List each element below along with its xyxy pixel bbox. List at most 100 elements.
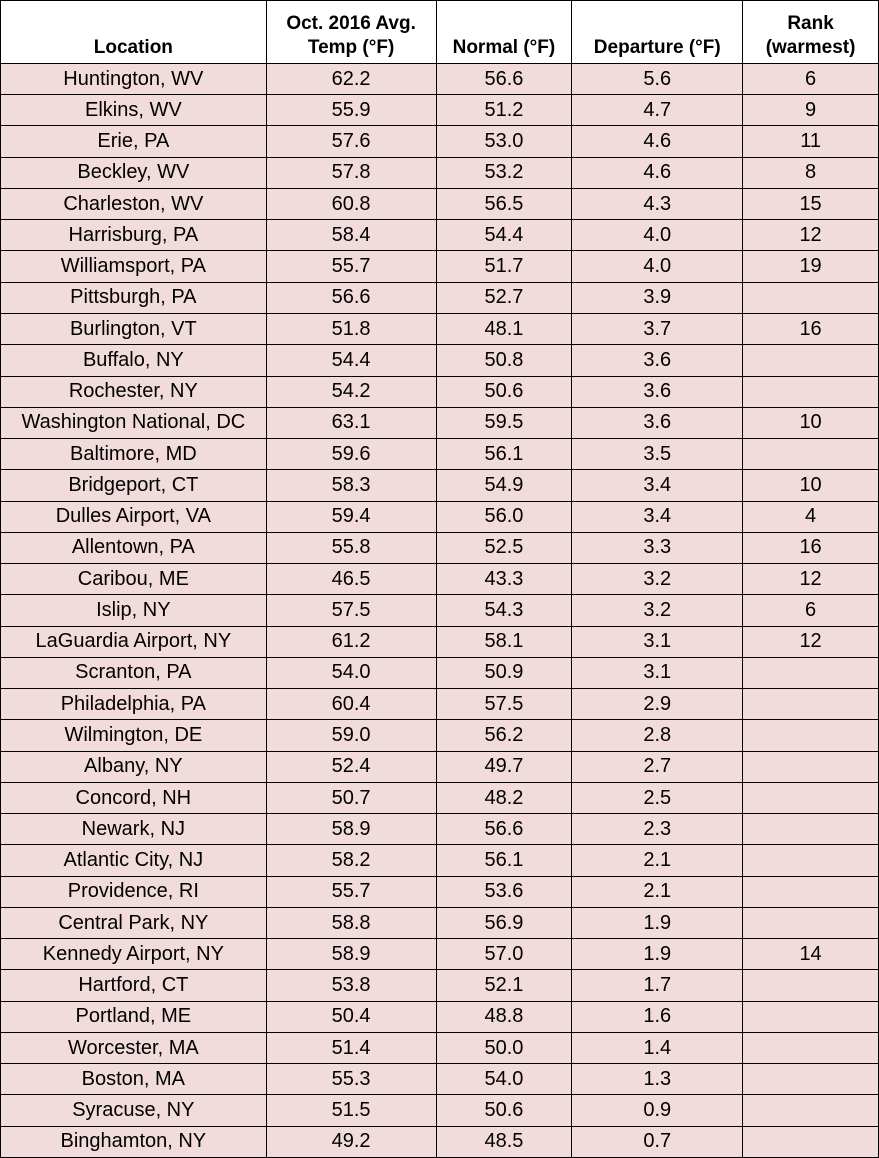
location-cell: Philadelphia, PA [1, 689, 266, 720]
value-cell: 55.3 [266, 1064, 436, 1095]
cell-text: 56.5 [484, 192, 524, 215]
cell-text: Harrisburg, PA [68, 223, 199, 246]
cell-text: 56.0 [484, 505, 524, 528]
header-line: Oct. 2016 Avg. [286, 12, 416, 34]
cell-text: 54.4 [484, 223, 524, 246]
value-cell: 54.0 [436, 1064, 572, 1095]
cell-text: 12 [799, 223, 822, 246]
cell-text: Binghamton, NY [60, 1130, 207, 1153]
cell-text: 4.7 [643, 98, 672, 121]
cell-text: Pittsburgh, PA [70, 286, 197, 309]
location-cell: Dulles Airport, VA [1, 501, 266, 532]
value-cell: 4.7 [572, 95, 743, 126]
value-cell: 4.6 [572, 157, 743, 188]
cell-text: 56.9 [484, 911, 524, 934]
value-cell: 6 [743, 63, 878, 95]
value-cell: 16 [743, 313, 878, 345]
value-cell: 50.4 [266, 1001, 436, 1032]
cell-text: 55.7 [331, 255, 371, 278]
value-cell: 2.1 [572, 876, 743, 907]
cell-text: 58.3 [331, 473, 371, 496]
cell-text: 3.1 [643, 661, 672, 684]
value-cell: 4.3 [572, 188, 743, 220]
cell-text: 54.9 [484, 473, 524, 496]
value-cell: 6 [743, 595, 878, 626]
value-cell: 48.2 [436, 782, 572, 814]
header-cell: Rank (warmest) [743, 1, 878, 63]
cell-text: Wilmington, DE [64, 723, 203, 746]
cell-text: 2.1 [643, 849, 672, 872]
cell-text: 56.2 [484, 723, 524, 746]
cell-text: Concord, NH [75, 786, 192, 809]
cell-text: 50.9 [484, 661, 524, 684]
cell-text: 2.7 [643, 755, 672, 778]
value-cell: 3.2 [572, 564, 743, 595]
cell-text: 1.9 [643, 911, 672, 934]
value-cell: 10 [743, 470, 878, 501]
value-cell [743, 376, 878, 407]
cell-text: 57.5 [484, 692, 524, 715]
cell-text: 59.4 [331, 505, 371, 528]
value-cell: 48.5 [436, 1126, 572, 1157]
value-cell: 2.9 [572, 689, 743, 720]
cell-text: 48.1 [484, 317, 524, 340]
cell-text: 2.8 [643, 723, 672, 746]
value-cell: 59.5 [436, 407, 572, 439]
cell-text: 51.5 [331, 1099, 371, 1122]
location-cell: Newark, NJ [1, 814, 266, 845]
cell-text: 3.6 [643, 411, 672, 434]
cell-text: Burlington, VT [69, 317, 197, 340]
value-cell: 51.7 [436, 251, 572, 282]
cell-text: 50.8 [484, 348, 524, 371]
value-cell: 58.9 [266, 939, 436, 970]
value-cell: 53.2 [436, 157, 572, 188]
value-cell: 54.0 [266, 657, 436, 689]
value-cell [743, 907, 878, 939]
value-cell: 2.1 [572, 845, 743, 876]
cell-text: 12 [799, 567, 822, 590]
location-cell: Caribou, ME [1, 564, 266, 595]
value-cell: 51.2 [436, 95, 572, 126]
value-cell: 3.3 [572, 532, 743, 564]
value-cell: 56.1 [436, 845, 572, 876]
value-cell [743, 282, 878, 313]
value-cell: 58.8 [266, 907, 436, 939]
location-cell: Burlington, VT [1, 313, 266, 345]
value-cell: 61.2 [266, 626, 436, 657]
header-line: Rank [787, 12, 834, 34]
cell-text: 63.1 [331, 411, 371, 434]
cell-text: 57.5 [331, 598, 371, 621]
cell-text: Islip, NY [96, 598, 171, 621]
value-cell [743, 1001, 878, 1032]
value-cell: 51.5 [266, 1095, 436, 1126]
value-cell: 0.7 [572, 1126, 743, 1157]
cell-text: 3.2 [643, 567, 672, 590]
value-cell: 0.9 [572, 1095, 743, 1126]
cell-text: Bridgeport, CT [68, 473, 199, 496]
value-cell: 4.0 [572, 251, 743, 282]
header-cell: Oct. 2016 Avg. Temp (°F) [266, 1, 436, 63]
value-cell: 54.4 [266, 345, 436, 376]
value-cell [743, 345, 878, 376]
cell-text: 56.6 [484, 817, 524, 840]
location-cell: Allentown, PA [1, 532, 266, 564]
cell-text: Hartford, CT [78, 974, 189, 997]
cell-text: Kennedy Airport, NY [42, 942, 224, 965]
header-cell: Departure (°F) [572, 1, 743, 63]
value-cell: 4 [743, 501, 878, 532]
cell-text: 58.9 [331, 942, 371, 965]
value-cell: 55.8 [266, 532, 436, 564]
value-cell: 3.5 [572, 439, 743, 470]
value-cell: 58.2 [266, 845, 436, 876]
value-cell: 56.1 [436, 439, 572, 470]
location-cell: Providence, RI [1, 876, 266, 907]
location-cell: Kennedy Airport, NY [1, 939, 266, 970]
header-cell: Normal (°F) [436, 1, 572, 63]
value-cell: 4.6 [572, 126, 743, 157]
cell-text: 50.7 [331, 786, 371, 809]
cell-text: 57.8 [331, 161, 371, 184]
value-cell: 59.0 [266, 720, 436, 751]
value-cell: 12 [743, 564, 878, 595]
value-cell [743, 1064, 878, 1095]
value-cell: 1.9 [572, 907, 743, 939]
